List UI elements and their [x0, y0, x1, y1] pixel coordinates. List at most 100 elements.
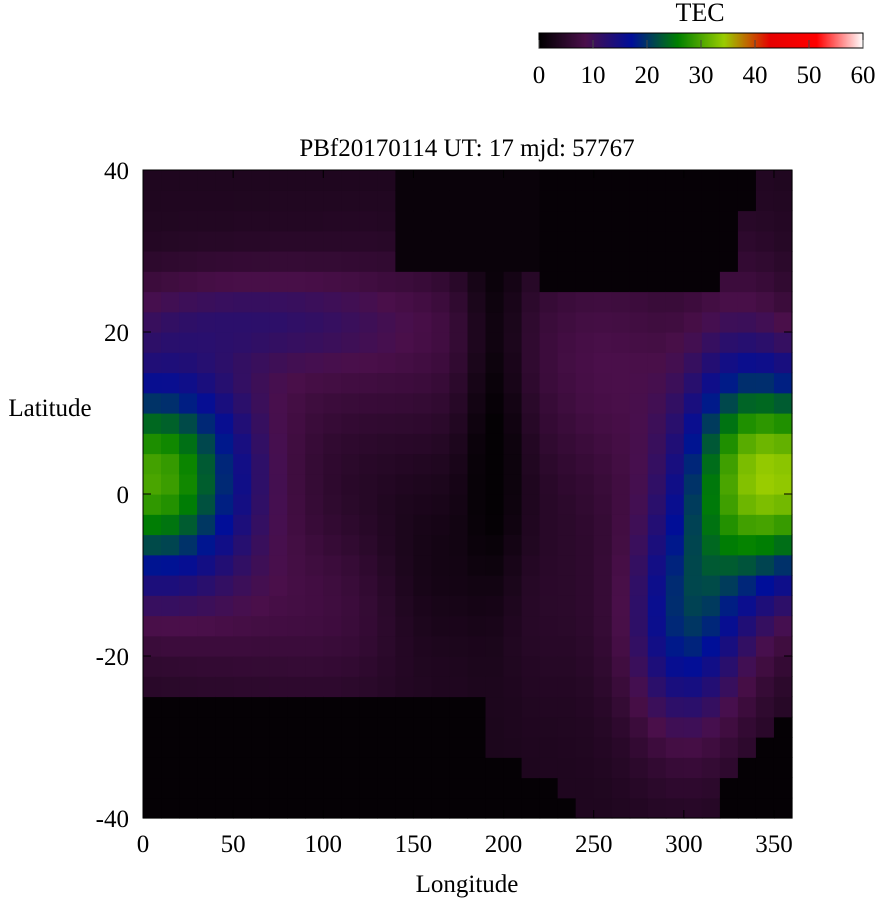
heatmap-cell	[431, 372, 451, 394]
heatmap-cell	[575, 433, 595, 455]
heatmap-cell	[737, 210, 757, 232]
heatmap-cell	[251, 392, 270, 414]
heatmap-cell	[467, 534, 487, 556]
heatmap-cell	[287, 251, 306, 272]
heatmap-cell	[593, 595, 613, 617]
heatmap-cell	[521, 392, 541, 414]
heatmap-cell	[647, 311, 667, 333]
heatmap-cell	[305, 190, 324, 212]
heatmap-cell	[539, 696, 559, 718]
heatmap-cell	[323, 453, 342, 475]
heatmap-cell	[611, 433, 631, 455]
heatmap-cell	[251, 656, 270, 677]
heatmap-cell	[575, 676, 595, 698]
heatmap-cell	[503, 716, 523, 738]
heatmap-cell	[269, 595, 288, 617]
heatmap-cell	[539, 271, 559, 293]
heatmap-cell	[341, 251, 360, 272]
heatmap-cell	[143, 251, 162, 272]
heatmap-cell	[485, 271, 505, 293]
heatmap-cell	[539, 453, 559, 475]
heatmap-cell	[737, 757, 757, 779]
heatmap-cell	[269, 352, 288, 374]
heatmap-cell	[575, 575, 595, 596]
heatmap-cell	[737, 392, 757, 414]
heatmap-cell	[323, 494, 342, 515]
heatmap-cell	[629, 453, 649, 475]
heatmap-cell	[251, 635, 270, 657]
heatmap-cell	[305, 696, 324, 718]
heatmap-cell	[467, 554, 487, 576]
heatmap-cell	[377, 332, 396, 353]
heatmap-cell	[377, 271, 396, 293]
heatmap-cell	[287, 534, 306, 556]
heatmap-cell	[737, 514, 757, 536]
heatmap-cell	[773, 696, 793, 718]
y-axis-label: Latitude	[8, 395, 91, 422]
heatmap-cell	[197, 635, 216, 657]
heatmap-cell	[737, 554, 757, 576]
heatmap-cell	[179, 777, 198, 799]
heatmap-cell	[521, 271, 541, 293]
heatmap-cell	[647, 473, 667, 495]
heatmap-cell	[323, 514, 342, 536]
heatmap-cell	[485, 494, 505, 515]
heatmap-cell	[395, 190, 415, 212]
heatmap-cell	[233, 777, 252, 799]
heatmap-cell	[701, 575, 721, 596]
heatmap-cell	[341, 170, 360, 191]
heatmap-cell	[539, 433, 559, 455]
heatmap-cell	[629, 737, 649, 758]
heatmap-cell	[701, 453, 721, 475]
heatmap-cell	[215, 433, 234, 455]
heatmap-cell	[341, 575, 360, 596]
y-tick-label: 20	[104, 320, 129, 347]
heatmap-cell	[197, 332, 216, 353]
heatmap-cell	[503, 737, 523, 758]
heatmap-cell	[143, 230, 162, 252]
heatmap-cell	[287, 514, 306, 536]
heatmap-cell	[683, 595, 703, 617]
heatmap-cell	[251, 210, 270, 232]
heatmap-cell	[665, 210, 685, 232]
heatmap-cell	[341, 271, 360, 293]
heatmap-cell	[359, 392, 378, 414]
heatmap-cell	[305, 230, 324, 252]
heatmap-cell	[179, 656, 198, 677]
heatmap-cell	[179, 433, 198, 455]
heatmap-cell	[341, 777, 360, 799]
heatmap-cell	[719, 696, 739, 718]
heatmap-cell	[269, 656, 288, 677]
heatmap-cell	[467, 413, 487, 434]
heatmap-cell	[395, 575, 415, 596]
heatmap-cell	[161, 777, 180, 799]
heatmap-cell	[215, 595, 234, 617]
heatmap-cell	[503, 494, 523, 515]
heatmap-cell	[449, 372, 469, 394]
heatmap-cell	[611, 230, 631, 252]
heatmap-cell	[485, 737, 505, 758]
heatmap-cell	[431, 392, 451, 414]
heatmap-cell	[575, 453, 595, 475]
heatmap-cell	[359, 372, 378, 394]
heatmap-cell	[395, 433, 415, 455]
heatmap-cell	[233, 291, 252, 313]
heatmap-cell	[503, 514, 523, 536]
heatmap-cell	[575, 311, 595, 333]
heatmap-cell	[755, 170, 775, 191]
heatmap-cell	[503, 392, 523, 414]
heatmap-cell	[503, 575, 523, 596]
heatmap-cell	[323, 575, 342, 596]
heatmap-cell	[287, 332, 306, 353]
heatmap-cell	[557, 332, 577, 353]
heatmap-cell	[197, 757, 216, 779]
heatmap-cell	[359, 413, 378, 434]
heatmap-cell	[143, 797, 162, 819]
heatmap-cell	[251, 615, 270, 637]
heatmap-cell	[701, 433, 721, 455]
heatmap-cell	[413, 716, 433, 738]
heatmap-cell	[305, 352, 324, 374]
heatmap-cell	[305, 372, 324, 394]
heatmap-cell	[287, 635, 306, 657]
heatmap-cell	[737, 716, 757, 738]
